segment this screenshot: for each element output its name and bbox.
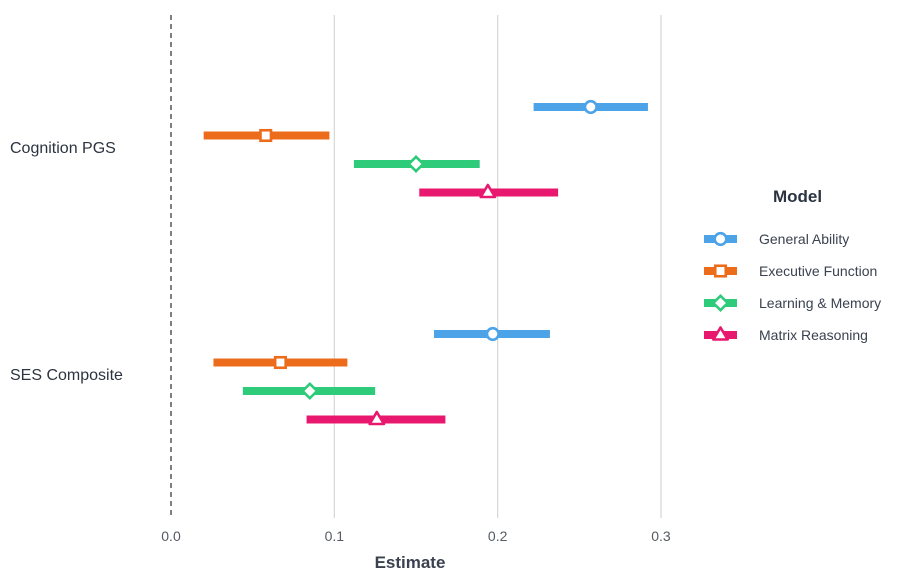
- series-marks: [203, 99, 648, 426]
- gridlines: [333, 15, 662, 518]
- x-tick-label-1: 0.1: [325, 528, 345, 544]
- legend-key-marker-1: [713, 264, 728, 278]
- legend-key-marker-0: [713, 231, 728, 247]
- point-estimate-1-0: [259, 128, 273, 143]
- group-labels: Cognition PGS SES Composite: [10, 140, 123, 384]
- legend-label-3: Matrix Reasoning: [759, 327, 868, 343]
- point-estimate-3-0: [479, 183, 497, 199]
- point-estimate-2-0: [406, 154, 426, 174]
- point-estimate-3-1: [368, 410, 386, 426]
- x-axis-title: Estimate: [375, 553, 446, 572]
- point-estimate-0-0: [583, 99, 598, 115]
- point-estimate-2-1: [300, 381, 319, 401]
- legend-title: Model: [773, 187, 822, 206]
- x-tick-label-2: 0.2: [488, 528, 508, 544]
- legend-key-marker-3: [712, 326, 729, 341]
- x-tick-label-3: 0.3: [651, 528, 671, 544]
- x-tick-labels: 0.0 0.1 0.2 0.3: [161, 528, 671, 544]
- legend-label-0: General Ability: [759, 231, 849, 247]
- point-estimate-1-1: [273, 355, 287, 370]
- legend: Model General Ability Executive Function L…: [704, 187, 881, 343]
- legend-items: General Ability Executive Function Learnin…: [704, 231, 881, 343]
- group-label-1: SES Composite: [10, 367, 123, 384]
- group-label-0: Cognition PGS: [10, 140, 116, 157]
- x-tick-label-0: 0.0: [161, 528, 181, 544]
- point-estimate-0-1: [485, 326, 500, 342]
- legend-key-marker-2: [711, 293, 730, 313]
- legend-label-2: Learning & Memory: [759, 295, 881, 311]
- legend-label-1: Executive Function: [759, 263, 877, 279]
